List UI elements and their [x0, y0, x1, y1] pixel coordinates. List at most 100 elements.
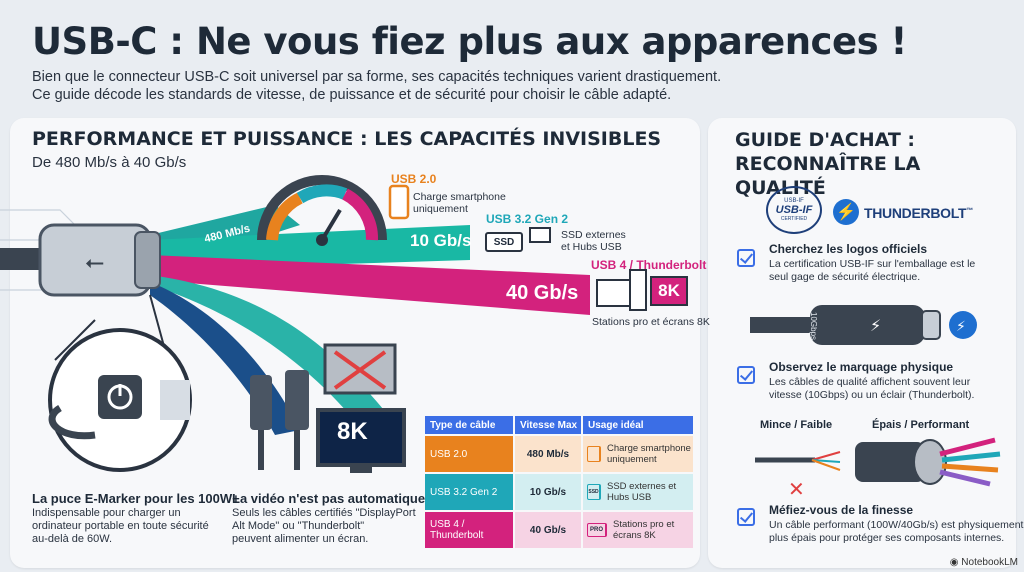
usb-if-logo-bottom: CERTIFIED	[780, 216, 808, 222]
usb32-desc-line1: SSD externes	[561, 229, 626, 241]
usb2-desc-line1: Charge smartphone	[413, 191, 506, 203]
usb2-desc-line2: uniquement	[413, 203, 468, 215]
video-text: Seuls les câbles certifiés "DisplayPort …	[232, 507, 416, 546]
usb2-label: USB 2.0	[391, 172, 437, 186]
guide-title: GUIDE D'ACHAT : RECONNAÎTRE LA QUALITÉ	[735, 128, 1005, 200]
emarker-text: Indispensable pour charger un ordinateur…	[32, 507, 209, 546]
usb-if-logo-main: USB-IF	[775, 204, 813, 216]
guide-item-2-line2: vitesse (10Gbps) ou un éclair (Thunderbo…	[769, 389, 975, 401]
emarker-text-line3: au-delà de 60W.	[32, 533, 113, 545]
thunderbolt-badge-icon	[949, 311, 977, 339]
table-row: USB 3.2 Gen 2 10 Gb/s SSD SSD externes e…	[425, 474, 695, 510]
usb-c-plug	[0, 223, 161, 297]
usb32-desc-line2: et Hubs USB	[561, 241, 622, 253]
ssd-icon: SSD	[587, 484, 601, 500]
speed-illustration: ⭠	[0, 175, 647, 473]
beam-label-10g: 10 Gb/s	[410, 231, 472, 250]
video-cables	[250, 370, 309, 470]
speed-gauge	[257, 175, 387, 246]
usb-if-certified-logo: USB-IF USB-IF CERTIFIED	[766, 186, 822, 234]
emarker-title: La puce E-Marker pour les 100W+	[32, 491, 240, 506]
lightning-icon: ⚡	[870, 316, 881, 335]
table-cell-type: USB 4 / Thunderbolt	[425, 512, 515, 548]
guide-item-3-text: Un câble performant (100W/40Gb/s) est ph…	[769, 519, 1023, 545]
video-text-line1: Seuls les câbles certifiés "DisplayPort	[232, 507, 416, 519]
guide-item-1-line2: seul gage de sécurité électrique.	[769, 271, 921, 283]
performance-subtitle: De 480 Mb/s à 40 Gb/s	[32, 154, 187, 171]
cross-icon: ✕	[788, 477, 805, 501]
table-header-type: Type de câble	[425, 416, 515, 434]
table-header-usage: Usage idéal	[583, 416, 695, 434]
guide-item-1-text: La certification USB-IF sur l'emballage …	[769, 258, 975, 284]
marked-cable-illustration: ⚡ ⚡	[750, 305, 977, 345]
guide-item-3-line1: Un câble performant (100W/40Gb/s) est ph…	[769, 519, 1024, 531]
video-title: La vidéo n'est pas automatique	[232, 491, 426, 506]
beam-40g	[150, 255, 590, 315]
notebooklm-label: NotebookLM	[961, 557, 1018, 568]
emarker-text-line1: Indispensable pour charger un	[32, 507, 181, 519]
performance-title: PERFORMANCE ET PUISSANCE : LES CAPACITÉS…	[32, 128, 662, 150]
table-cell-usage-text: SSD externes et Hubs USB	[607, 481, 677, 503]
guide-item-1-line1: La certification USB-IF sur l'emballage …	[769, 258, 976, 270]
usb-if-logo-top: USB-IF	[784, 198, 804, 204]
guide-item-1-title: Cherchez les logos officiels	[769, 242, 928, 256]
screen-8k-badge: 8K	[650, 276, 688, 306]
table-cell-usage: Charge smartphone uniquement	[583, 436, 695, 472]
thunderbolt-bolt-icon: ⚡	[833, 199, 859, 225]
table-cell-speed: 10 Gb/s	[515, 474, 583, 510]
notebooklm-icon: ◉	[949, 557, 962, 568]
guide-item-3-line2: plus épais pour protéger ses composants …	[769, 532, 1005, 544]
svg-text:⚡: ⚡	[956, 319, 966, 335]
page-title: USB-C : Ne vous fiez plus aux apparences…	[32, 20, 907, 63]
check-icon	[737, 366, 755, 384]
cable-thickness-comparison: ✕	[755, 437, 1001, 501]
table-header-speed: Vitesse Max	[515, 416, 583, 434]
table-row: USB 2.0 480 Mb/s Charge smartphone uniqu…	[425, 436, 695, 472]
subtitle-line-1: Bien que le connecteur USB-C soit univer…	[32, 69, 722, 85]
table-cell-speed: 40 Gb/s	[515, 512, 583, 548]
usb-hub-icon	[529, 227, 551, 243]
guide-item-3-title: Méfiez-vous de la finesse	[769, 503, 914, 517]
monitor-8k	[316, 408, 406, 473]
table-row: USB 4 / Thunderbolt 40 Gb/s PRO Stations…	[425, 512, 695, 548]
beam-label-40g: 40 Gb/s	[506, 282, 579, 304]
smartphone-icon	[388, 184, 410, 220]
cable-comparison-table: Type de câble Vitesse Max Usage idéal US…	[425, 416, 695, 548]
smartphone-icon	[587, 446, 601, 462]
thick-cable-label: Épais / Performant	[872, 419, 970, 431]
video-text-line2: Alt Mode" ou "Thunderbolt"	[232, 520, 365, 532]
video-text-line3: peuvent alimenter un écran.	[232, 533, 369, 545]
sweep-video	[150, 275, 400, 440]
emarker-text-line2: ordinateur portable en toute sécurité	[32, 520, 209, 532]
check-icon	[737, 249, 755, 267]
crossed-monitor	[323, 343, 397, 395]
table-header: Type de câble Vitesse Max Usage idéal	[425, 416, 695, 434]
cable-speed-marking: 10Gbps	[809, 312, 818, 341]
guide-item-2-line1: Les câbles de qualité affichent souvent …	[769, 376, 971, 388]
usb4-label: USB 4 / Thunderbolt	[591, 258, 707, 272]
video-8k-label: 8K	[337, 418, 368, 445]
ssd-icon: SSD	[485, 232, 523, 252]
thunderbolt-trademark: ™	[966, 207, 973, 215]
table-cell-usage: PRO Stations pro et écrans 8K	[583, 512, 695, 548]
usb32-label: USB 3.2 Gen 2	[486, 212, 569, 226]
table-cell-usage: SSD SSD externes et Hubs USB	[583, 474, 695, 510]
usb-trident-icon: ⭠	[85, 248, 104, 276]
workstation-icon	[596, 269, 647, 311]
thunderbolt-logo-word: THUNDERBOLT	[864, 205, 967, 221]
usb32-desc: SSD externes et Hubs USB	[561, 229, 626, 253]
table-cell-type: USB 2.0	[425, 436, 515, 472]
page-subtitle: Bien que le connecteur USB-C soit univer…	[32, 68, 792, 104]
table-cell-speed: 480 Mb/s	[515, 436, 583, 472]
subtitle-line-2: Ce guide décode les standards de vitesse…	[32, 87, 672, 103]
table-cell-usage-text: Charge smartphone uniquement	[607, 443, 691, 465]
check-icon	[737, 508, 755, 526]
guide-item-2-text: Les câbles de qualité affichent souvent …	[769, 376, 974, 402]
guide-item-2-title: Observez le marquage physique	[769, 360, 954, 374]
table-cell-usage-text: Stations pro et écrans 8K	[613, 519, 675, 541]
thunderbolt-logo-text: THUNDERBOLT™	[864, 205, 973, 221]
thin-cable-label: Mince / Faible	[760, 419, 833, 431]
usb2-desc: Charge smartphone uniquement	[413, 191, 506, 215]
emarker-magnifier	[48, 294, 192, 472]
pro-icon: PRO	[587, 523, 607, 537]
